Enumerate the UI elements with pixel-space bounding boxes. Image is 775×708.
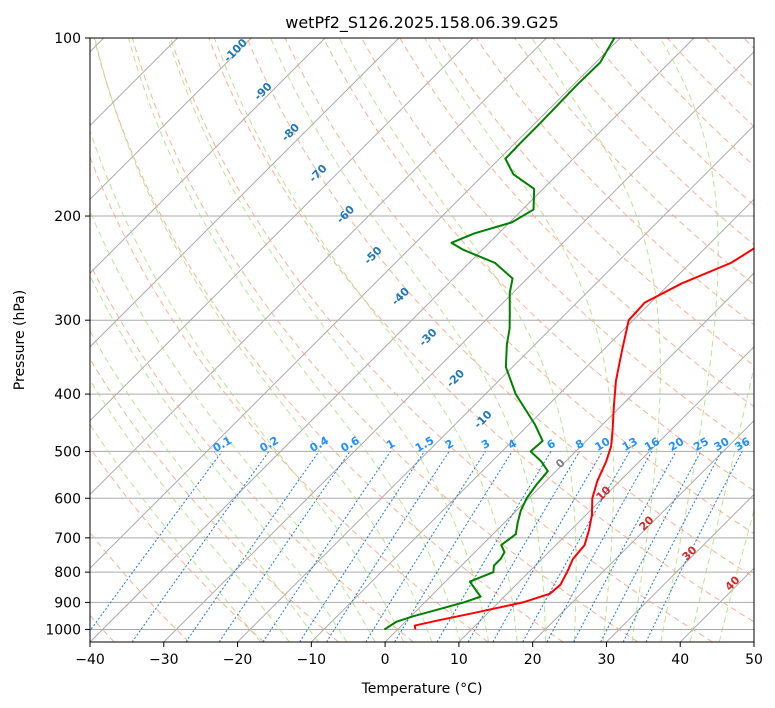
dry-adiabat-line bbox=[131, 38, 639, 642]
dry-adiabat-line bbox=[90, 262, 414, 642]
isotherm-line bbox=[90, 38, 695, 642]
isotherm-line bbox=[532, 419, 754, 642]
mixing-ratio-line bbox=[492, 451, 603, 642]
dry-adiabat-line bbox=[514, 38, 754, 286]
x-tick-label: 10 bbox=[450, 652, 468, 668]
moist-adiabat-line bbox=[424, 38, 615, 642]
x-axis: −40 −30 −20 −10 0 10 20 30 40 50 bbox=[75, 642, 763, 668]
dry-adiabat-line bbox=[552, 38, 754, 246]
x-tick-label: 30 bbox=[598, 652, 616, 668]
isotherm-line bbox=[90, 38, 547, 496]
isotherm-line bbox=[90, 38, 326, 274]
moist-adiabat-line bbox=[94, 38, 433, 642]
sounding-profiles bbox=[383, 38, 754, 631]
moist-adiabat-line bbox=[90, 129, 405, 642]
x-tick-label: 40 bbox=[671, 652, 689, 668]
x-tick-label: 0 bbox=[381, 652, 390, 668]
moist-adiabat-line bbox=[167, 38, 490, 642]
isotherm-line bbox=[163, 51, 754, 642]
y-tick-label: 1000 bbox=[45, 622, 81, 638]
plot-background bbox=[90, 38, 754, 642]
mixing-ratio-line bbox=[326, 451, 450, 642]
mixing-ratio-line bbox=[131, 451, 270, 642]
moist-adiabat-line bbox=[659, 38, 719, 642]
x-tick-label: 50 bbox=[745, 652, 763, 668]
y-tick-label: 800 bbox=[54, 565, 81, 581]
x-tick-label: −20 bbox=[223, 652, 253, 668]
y-axis: 100 200 300 400 500 600 700 800 900 1000 bbox=[45, 31, 90, 638]
moist-adiabat-line bbox=[90, 209, 376, 642]
isotherm-line bbox=[90, 38, 252, 201]
moist-adiabat-line bbox=[531, 38, 661, 642]
isotherm-line bbox=[90, 38, 474, 422]
y-tick-label: 100 bbox=[54, 31, 81, 47]
isotherm-line bbox=[237, 124, 754, 642]
y-tick-label: 500 bbox=[54, 444, 81, 460]
y-axis-label: Pressure (hPa) bbox=[12, 290, 28, 390]
moist-adiabat-line bbox=[214, 38, 518, 642]
moist-adiabat-line bbox=[338, 38, 577, 642]
isotherm-line bbox=[606, 493, 754, 642]
moist-adiabats bbox=[90, 38, 754, 642]
x-tick-label: −10 bbox=[297, 652, 327, 668]
moist-adiabat-line bbox=[90, 274, 348, 642]
y-tick-label: 900 bbox=[54, 595, 81, 611]
dry-adiabat-line bbox=[361, 38, 754, 449]
dewpoint-profile-line bbox=[383, 38, 616, 631]
isotherm-line bbox=[90, 38, 400, 348]
moist-adiabat-line bbox=[128, 38, 461, 642]
mixing-ratio-lines bbox=[90, 451, 743, 642]
isotherm-line bbox=[90, 38, 621, 569]
dry-adiabat-line bbox=[246, 38, 754, 578]
mixing-ratio-line bbox=[436, 451, 552, 642]
mixing-ratio-line bbox=[645, 451, 743, 642]
moist-adiabat-line bbox=[90, 330, 319, 642]
dry-adiabat-line bbox=[322, 38, 754, 492]
x-tick-label: −40 bbox=[75, 652, 105, 668]
isotherm-line bbox=[458, 346, 754, 642]
temperature-profile-line bbox=[413, 247, 754, 630]
mixing-ratio-line bbox=[522, 451, 631, 642]
isotherm-lines bbox=[90, 38, 754, 642]
dry-adiabats bbox=[90, 38, 754, 642]
dry-adiabat-line bbox=[93, 38, 564, 642]
x-axis-label: Temperature (°C) bbox=[361, 681, 483, 697]
mixing-ratio-line bbox=[299, 451, 425, 642]
isotherm-line bbox=[384, 272, 754, 642]
dry-adiabat-line bbox=[628, 38, 754, 167]
plot-frame bbox=[89, 37, 755, 643]
x-tick-label: −30 bbox=[149, 652, 179, 668]
chart-title: wetPf2_S126.2025.158.06.39.G25 bbox=[285, 13, 559, 33]
mixing-ratio-line bbox=[365, 451, 486, 642]
mixing-ratio-line bbox=[218, 451, 351, 642]
mixing-ratio-line bbox=[90, 451, 223, 632]
dry-adiabat-line bbox=[90, 446, 265, 642]
mixing-ratio-line bbox=[546, 451, 653, 642]
moist-adiabat-line bbox=[270, 38, 547, 642]
y-tick-label: 400 bbox=[54, 387, 81, 403]
y-tick-label: 700 bbox=[54, 531, 81, 547]
y-tick-label: 600 bbox=[54, 491, 81, 507]
moist-adiabat-line bbox=[689, 365, 754, 642]
dry-adiabat-line bbox=[399, 38, 754, 408]
x-tick-label: 20 bbox=[524, 652, 542, 668]
y-tick-label: 200 bbox=[54, 209, 81, 225]
dry-adiabat-line bbox=[437, 38, 754, 367]
dry-adiabat-line bbox=[208, 38, 754, 623]
mixing-ratio-line bbox=[185, 451, 320, 642]
mixing-ratio-line bbox=[573, 451, 677, 642]
y-tick-label: 300 bbox=[54, 313, 81, 329]
mixing-ratio-line bbox=[394, 451, 513, 642]
